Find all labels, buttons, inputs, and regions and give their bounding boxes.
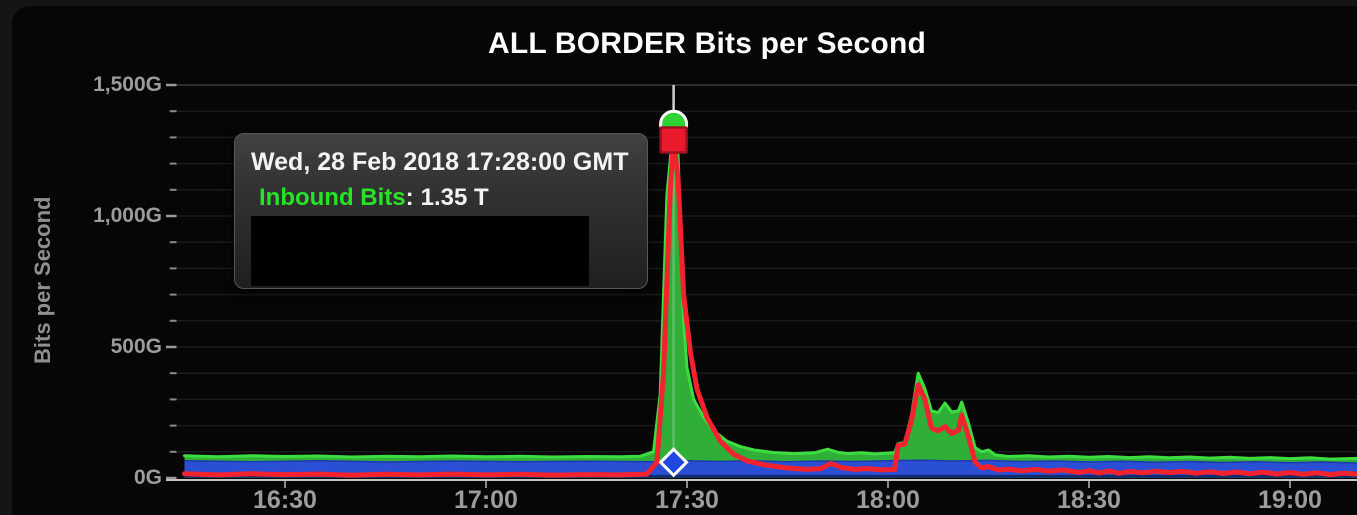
x-tick-label: 17:00 [454,486,518,514]
x-tick-label: 17:30 [655,486,719,514]
tooltip-series-row: Inbound Bits: 1.35 T [259,184,647,212]
y-axis-ticks [166,83,177,480]
y-tick-label: 0G [133,466,162,489]
x-tick-label: 18:30 [1057,486,1121,514]
y-tick-label: 500G [110,335,162,358]
red-line [182,137,1357,478]
y-axis-title: Bits per Second [30,196,55,364]
tooltip-separator: : [405,184,414,211]
hover-tooltip: Wed, 28 Feb 2018 17:28:00 GMT Inbound Bi… [234,133,648,289]
tooltip-value: 1.35 T [420,184,489,211]
blue-band-top-edge [184,459,1357,464]
bottom-diamond-marker [658,447,689,478]
chart-title: ALL BORDER Bits per Second [487,27,927,60]
y-tick-label: 1,000G [93,204,162,227]
redaction-box [251,216,589,286]
x-axis-ticks [284,481,1291,488]
peak-marker-square [659,126,688,154]
x-tick-label: 19:00 [1258,486,1322,514]
x-tick-label: 18:00 [856,486,920,514]
y-tick-label: 1,500G [93,73,162,96]
inbound-line [183,122,1357,461]
tooltip-date: Wed, 28 Feb 2018 17:28:00 GMT [251,148,629,176]
x-tick-label: 16:30 [253,486,317,514]
tooltip-series-label: Inbound Bits [259,184,406,211]
